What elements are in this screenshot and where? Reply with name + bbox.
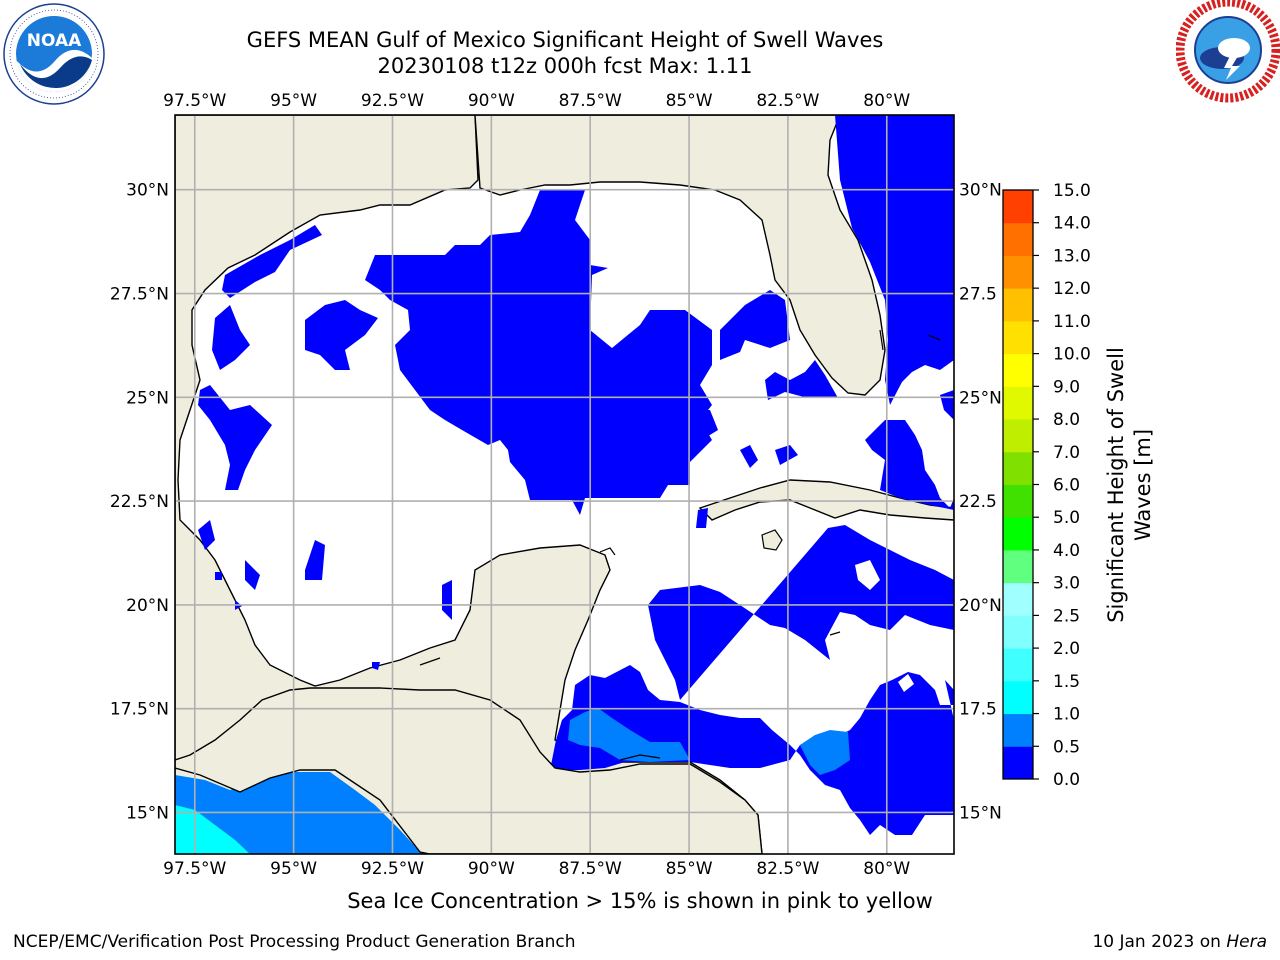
colorbar-tick-label: 1.5 (1053, 672, 1080, 692)
colorbar-tick-label: 2.5 (1053, 606, 1080, 626)
colorbar-segment (1003, 222, 1033, 256)
colorbar-tick-label: 14.0 (1053, 214, 1091, 234)
colorbar-segment (1003, 288, 1033, 322)
colorbar-title-line-1: Significant Height of Swell (1104, 347, 1128, 623)
lat-label-left: 25°N (126, 388, 169, 408)
colorbar-segment (1003, 451, 1033, 485)
lat-label-right: 22.5 (959, 492, 997, 512)
colorbar-tick-label: 15.0 (1053, 181, 1091, 201)
colorbar-tick-label: 9.0 (1053, 377, 1080, 397)
colorbar-segment (1003, 680, 1033, 715)
sea-ice-note: Sea Ice Concentration > 15% is shown in … (347, 889, 933, 913)
colorbar-tick-label: 1.0 (1053, 705, 1080, 725)
lon-label-bottom: 95°W (270, 859, 317, 879)
colorbar-title-line-2: Waves [m] (1131, 429, 1155, 541)
lat-label-right: 25°N (959, 388, 1002, 408)
lon-label-top: 85°W (666, 91, 713, 111)
land-florida (474, 115, 886, 396)
lat-label-right: 15°N (959, 803, 1002, 823)
footer-branch: NCEP/EMC/Verification Post Processing Pr… (13, 932, 576, 952)
colorbar-tick-label: 13.0 (1053, 246, 1091, 266)
lon-label-top: 97.5°W (163, 91, 226, 111)
colorbar-segment (1003, 320, 1033, 355)
lon-label-top: 92.5°W (361, 91, 424, 111)
land-isle (761, 529, 783, 551)
lat-label-left: 20°N (126, 596, 169, 616)
lat-label-left: 17.5°N (110, 700, 169, 720)
colorbar-segment (1003, 419, 1033, 453)
colorbar-tick-label: 7.0 (1053, 443, 1080, 463)
colorbar-tick-label: 11.0 (1053, 312, 1091, 332)
colorbar-tick-label: 4.0 (1053, 541, 1080, 561)
colorbar-tick-label: 6.0 (1053, 476, 1080, 496)
lon-label-top: 80°W (863, 91, 910, 111)
lon-label-top: 95°W (270, 91, 317, 111)
nws-logo (1176, 0, 1280, 103)
colorbar-tick-label: 0.5 (1053, 737, 1080, 757)
colorbar-segment (1003, 549, 1033, 584)
lon-label-bottom: 97.5°W (163, 859, 226, 879)
noaa-logo: NOAA (3, 3, 105, 105)
colorbar-tick-label: 2.0 (1053, 639, 1080, 659)
colorbar-segment (1003, 255, 1033, 289)
lon-label-bottom: 87.5°W (559, 859, 622, 879)
colorbar-segment (1003, 484, 1033, 518)
colorbar-segment (1003, 353, 1033, 387)
lat-label-right: 30°N (959, 181, 1002, 201)
lat-labels-right: 30°N 27.5 25°N 22.5 20°N 17.5 15°N (959, 181, 1002, 824)
colorbar-tick-label: 8.0 (1053, 410, 1080, 430)
lon-label-bottom: 82.5°W (756, 859, 819, 879)
coastline-details (419, 329, 941, 761)
lon-label-bottom: 92.5°W (361, 859, 424, 879)
lat-labels-left: 30°N 27.5°N 25°N 22.5°N 20°N 17.5°N 15°N (110, 181, 169, 824)
lon-label-top: 87.5°W (559, 91, 622, 111)
colorbar-segment (1003, 746, 1033, 780)
colorbar: 0.0 0.5 1.0 1.5 2.0 2.5 3.0 4.0 5.0 6.0 7.0 8.0 9.0 1… (1002, 181, 1091, 790)
lon-label-bottom: 85°W (666, 859, 713, 879)
map-area (175, 115, 954, 854)
map-frame (174, 114, 955, 855)
footer-date-text: 10 Jan 2023 on (1092, 932, 1227, 952)
colorbar-segment (1003, 190, 1033, 224)
lat-label-left: 30°N (126, 181, 169, 201)
lon-label-top: 82.5°W (756, 91, 819, 111)
title-line-1: GEFS MEAN Gulf of Mexico Significant Hei… (246, 28, 884, 52)
svg-text:NOAA: NOAA (27, 31, 82, 51)
lon-label-top: 90°W (468, 91, 515, 111)
lon-labels-bottom: 97.5°W 95°W 92.5°W 90°W 87.5°W 85°W 82.5°W 80°W (163, 859, 910, 879)
colorbar-tick-label: 0.0 (1053, 770, 1080, 790)
colorbar-segment (1003, 517, 1033, 551)
swell-high-regions (175, 805, 250, 854)
footer-machine: Hera (1226, 932, 1267, 952)
colorbar-segment (1003, 648, 1033, 682)
lat-label-right: 17.5 (959, 700, 997, 720)
colorbar-segment (1003, 713, 1033, 747)
colorbar-segment (1003, 386, 1033, 420)
footer-date: 10 Jan 2023 on Hera (1092, 932, 1267, 952)
title-line-2: 20230108 t12z 000h fcst Max: 1.11 (377, 54, 753, 78)
colorbar-tick-label: 12.0 (1053, 279, 1091, 299)
colorbar-segment (1003, 615, 1033, 649)
colorbar-segment (1003, 582, 1033, 616)
colorbar-tick-label: 10.0 (1053, 345, 1091, 365)
lat-label-right: 27.5 (959, 285, 997, 305)
colorbar-tick-label: 3.0 (1053, 574, 1080, 594)
lat-label-left: 15°N (126, 803, 169, 823)
lon-label-bottom: 80°W (863, 859, 910, 879)
lon-labels-top: 97.5°W 95°W 92.5°W 90°W 87.5°W 85°W 82.5°W 80°W (163, 91, 910, 111)
lat-label-left: 22.5°N (110, 492, 169, 512)
lat-label-right: 20°N (959, 596, 1002, 616)
lat-label-left: 27.5°N (110, 285, 169, 305)
grid-lines (175, 115, 954, 854)
lon-label-bottom: 90°W (468, 859, 515, 879)
colorbar-tick-label: 5.0 (1053, 508, 1080, 528)
